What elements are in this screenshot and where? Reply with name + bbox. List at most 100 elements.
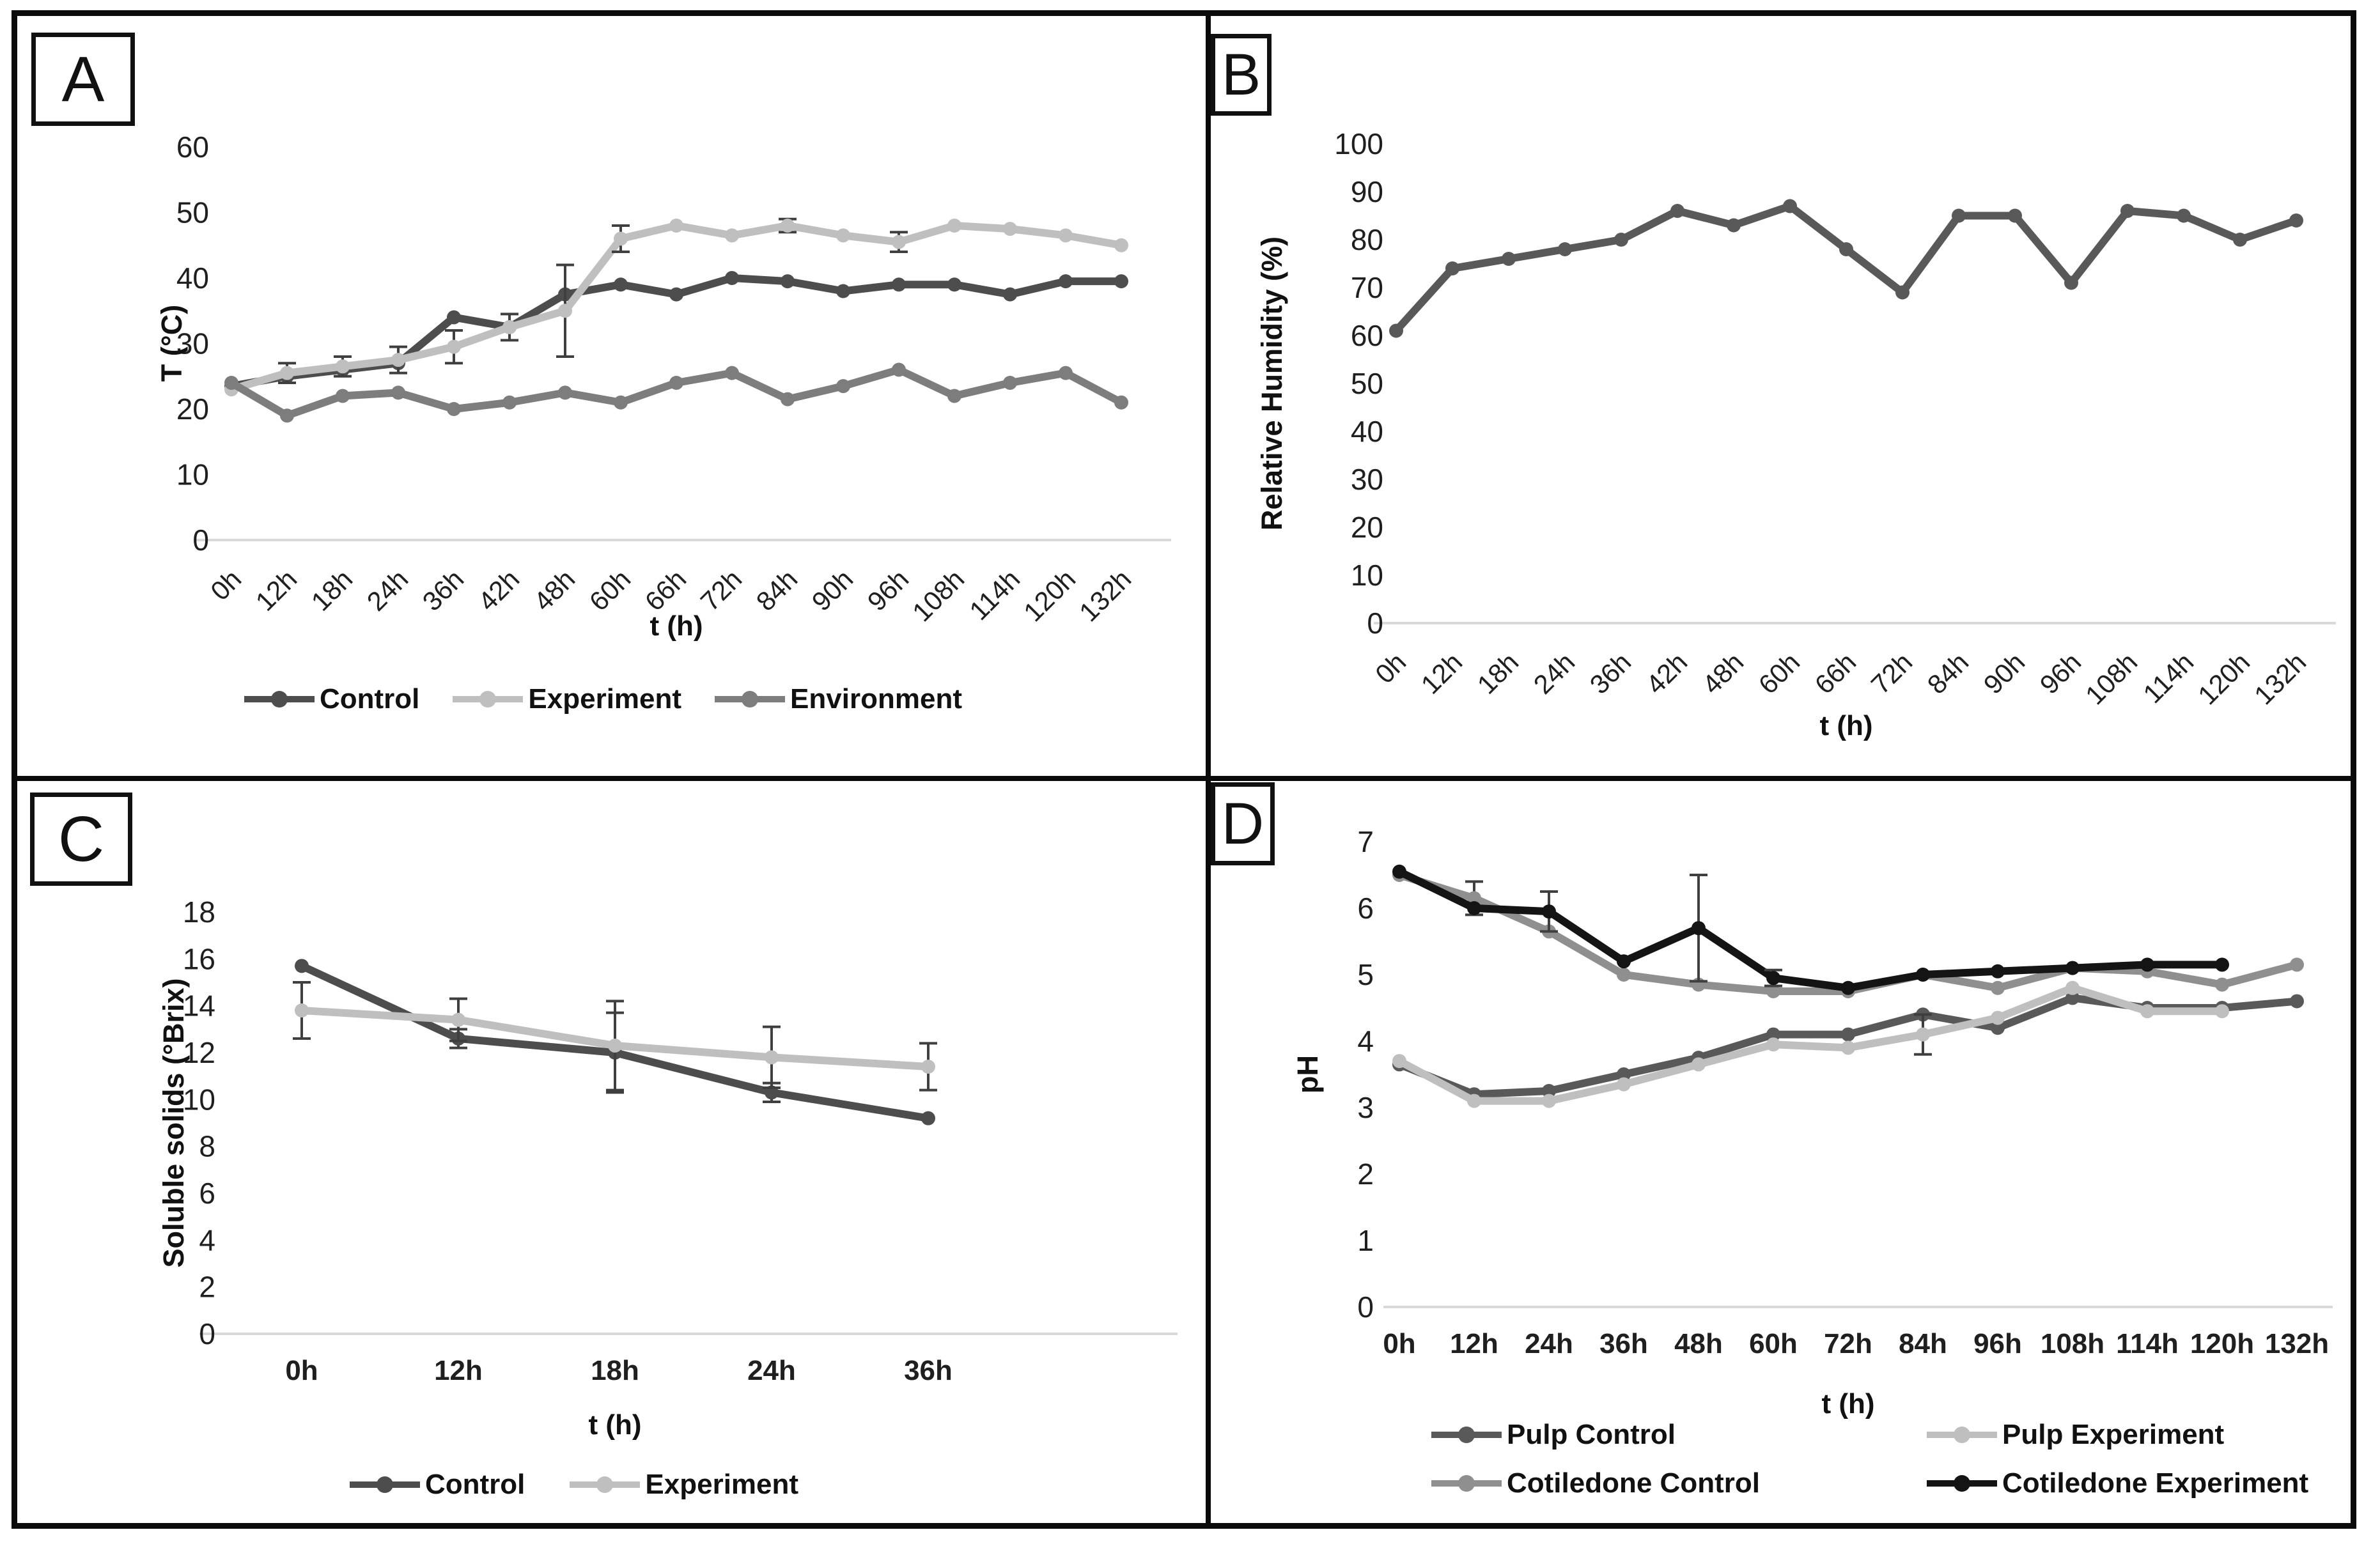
data-point	[295, 1003, 309, 1017]
data-point	[1617, 954, 1631, 969]
legend-item-cotiledone-control: Cotiledone Control	[1431, 1467, 1760, 1499]
line-dot-marker-icon	[570, 1476, 641, 1493]
data-point	[1059, 366, 1073, 380]
panel-a-y-axis-title: T (°C)	[155, 304, 188, 382]
data-point	[2215, 957, 2229, 972]
panel-a-temperature: A T (°C) 0 10 20 30 40 50 60 0h 12h 18h 24h 36h 42h 4…	[17, 16, 1206, 776]
data-point	[725, 228, 739, 243]
y-tick-labels: 0 10 20 30 40 50 60 70 80 90 100	[1334, 127, 1383, 640]
svg-text:0: 0	[199, 1317, 215, 1350]
data-point	[836, 379, 850, 394]
series-environment	[224, 362, 1128, 423]
data-point	[781, 392, 795, 406]
svg-text:120h: 120h	[2192, 647, 2255, 710]
svg-text:120h: 120h	[1018, 564, 1081, 627]
data-point	[947, 389, 961, 403]
data-point	[2140, 957, 2154, 972]
data-point	[2064, 275, 2078, 290]
data-point	[1467, 901, 1481, 915]
series-pulp-experiment	[1392, 980, 2229, 1108]
panel-b-y-axis-title: Relative Humidity (%)	[1256, 236, 1288, 531]
data-point	[1617, 1067, 1631, 1081]
svg-text:30: 30	[1351, 463, 1383, 496]
svg-text:96h: 96h	[2034, 647, 2087, 700]
svg-text:66h: 66h	[639, 564, 692, 617]
svg-text:3: 3	[1357, 1091, 1374, 1124]
y-tick-labels: 0 10 20 30 40 50 60	[176, 130, 209, 557]
data-point	[391, 385, 405, 400]
data-point	[1766, 984, 1780, 998]
svg-text:1: 1	[1357, 1224, 1374, 1257]
chart-d-ph: 0 1 2 3 4 5 6 7 0h 12h 24h 36h 48h 60h 72h 84h 96h 108h 11…	[1357, 825, 2333, 1359]
data-point	[781, 274, 795, 289]
series-cotiledone-experiment	[1392, 864, 2229, 995]
data-point	[892, 235, 906, 249]
svg-text:40: 40	[1351, 415, 1383, 448]
data-point	[1839, 242, 1853, 256]
svg-text:0: 0	[1357, 1290, 1374, 1324]
svg-text:36h: 36h	[1599, 1328, 1648, 1359]
data-point	[1991, 964, 2005, 978]
figure-border	[12, 10, 2356, 1529]
svg-text:7: 7	[1357, 825, 1374, 858]
svg-text:8: 8	[199, 1130, 215, 1163]
svg-text:60h: 60h	[1753, 647, 1806, 700]
data-point	[1502, 252, 1516, 266]
legend-item-environment: Environment	[715, 683, 962, 715]
svg-text:5: 5	[1357, 958, 1374, 991]
data-point	[1467, 1094, 1481, 1108]
svg-text:132h: 132h	[1073, 564, 1137, 627]
data-point	[781, 219, 795, 233]
data-point	[725, 366, 739, 380]
line-dot-marker-icon	[350, 1476, 420, 1493]
x-tick-labels: 0h 12h 18h 24h 36h 42h 48h 60h 66h 72h 84h 90h 96h10…	[1369, 647, 2312, 710]
svg-text:72h: 72h	[1865, 647, 1918, 700]
panel-a-legend: Control Experiment Environment	[244, 683, 962, 715]
data-point	[836, 284, 850, 298]
panel-a-label: A	[31, 33, 135, 126]
svg-text:50: 50	[1351, 367, 1383, 400]
panel-b-humidity: B Relative Humidity (%) 0 10 20 30 40 50 60 70 8…	[1211, 16, 2367, 776]
legend-label: Cotiledone Experiment	[2002, 1467, 2309, 1499]
panel-c-x-axis-title: t (h)	[588, 1409, 642, 1441]
legend-label: Control	[425, 1469, 525, 1500]
svg-text:30: 30	[176, 327, 209, 360]
data-point	[1114, 395, 1128, 410]
horizontal-divider	[12, 776, 2356, 781]
series-control	[224, 271, 1128, 394]
chart-c-soluble-solids: 0 2 4 6 8 10 12 14 16 18 0h 12h 18h 24h 36h	[183, 895, 1178, 1386]
legend-item-pulp-control-wrap: Pulp Control	[1431, 1419, 1676, 1451]
data-point	[1389, 323, 1403, 338]
legend-label: Control	[320, 683, 420, 715]
svg-text:24h: 24h	[1528, 647, 1581, 700]
data-point	[669, 219, 683, 233]
svg-text:114h: 114h	[2137, 647, 2199, 709]
data-point	[608, 1039, 622, 1053]
legend-item-control: Control	[244, 683, 419, 715]
data-point	[2290, 957, 2304, 972]
svg-text:120h: 120h	[2190, 1328, 2254, 1359]
svg-text:0h: 0h	[1369, 647, 1412, 689]
panel-c-legend: Control Experiment	[350, 1469, 798, 1501]
line-dot-marker-icon	[1431, 1475, 1502, 1492]
panel-c-soluble-solids: C Soluble solids (°Brix) 0 2 4 6 8 10 12 14 16 18…	[17, 781, 1206, 1535]
series-cotiledone-control	[1392, 868, 2304, 998]
data-point	[1392, 1054, 1406, 1069]
data-point	[224, 376, 238, 390]
data-point	[1991, 1010, 2005, 1025]
data-point	[1766, 1037, 1780, 1052]
data-point	[2065, 980, 2080, 995]
x-tick-labels: 0h 12h 18h 24h 36h	[285, 1355, 953, 1386]
data-point	[2065, 961, 2080, 975]
svg-text:42h: 42h	[1640, 647, 1693, 700]
vertical-divider	[1206, 10, 1211, 1529]
data-point	[892, 277, 906, 292]
svg-text:90h: 90h	[1978, 647, 2031, 700]
svg-text:24h: 24h	[361, 564, 414, 617]
svg-text:60: 60	[176, 130, 209, 164]
data-point	[1114, 238, 1128, 252]
svg-text:36h: 36h	[417, 564, 470, 617]
svg-text:0h: 0h	[285, 1355, 318, 1386]
data-point	[1617, 1077, 1631, 1092]
